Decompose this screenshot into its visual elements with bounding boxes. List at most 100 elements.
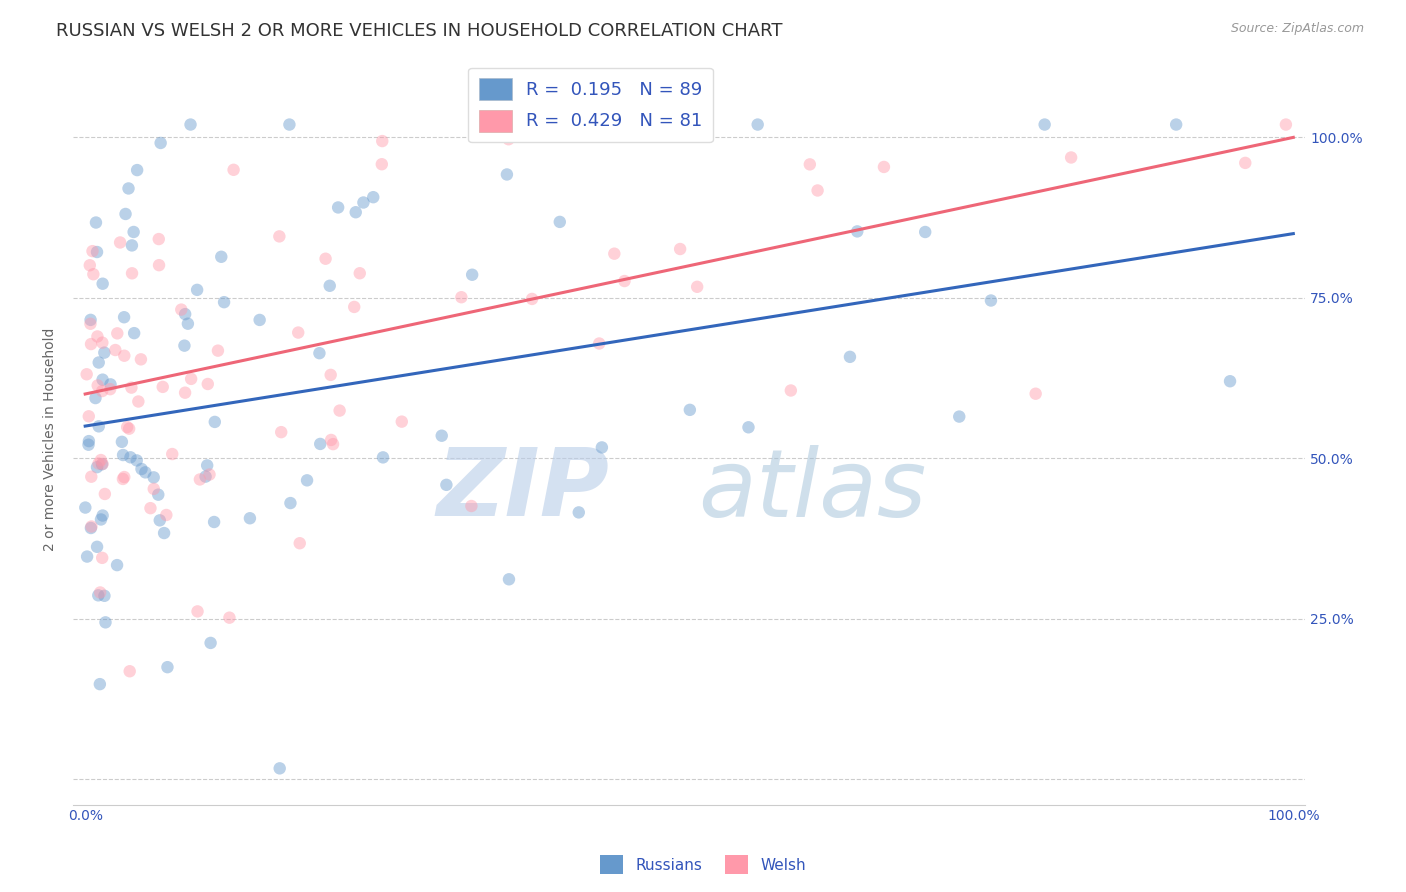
Point (588, 336, 610, 351)
Point (686, 280, 709, 294)
Point (568, 505, 591, 519)
Point (112, 448, 135, 462)
Point (104, 343, 127, 357)
Point (170, 302, 193, 317)
Text: Source: ZipAtlas.com: Source: ZipAtlas.com (1230, 22, 1364, 36)
Point (105, 326, 128, 341)
Point (1275, 118, 1298, 132)
Point (613, 274, 636, 288)
Point (87, 419, 110, 434)
Point (352, 195, 374, 210)
Point (111, 434, 134, 449)
Point (343, 300, 366, 314)
Point (153, 526, 176, 541)
Point (117, 181, 139, 195)
Point (174, 307, 197, 321)
Point (91, 384, 114, 398)
Point (200, 636, 222, 650)
Point (349, 266, 371, 280)
Point (174, 385, 197, 400)
Point (295, 473, 318, 487)
Point (269, 229, 291, 244)
Point (180, 372, 202, 386)
Point (80, 469, 103, 483)
Point (89, 677, 111, 691)
Point (799, 157, 821, 171)
Point (239, 511, 262, 525)
Point (91, 550, 114, 565)
Point (186, 283, 208, 297)
Point (129, 352, 152, 367)
Point (326, 201, 349, 215)
Point (329, 403, 352, 417)
Point (149, 136, 172, 150)
Point (344, 205, 367, 219)
Point (496, 168, 519, 182)
Point (288, 536, 311, 550)
Point (100, 377, 122, 392)
Point (142, 470, 165, 484)
Point (142, 482, 165, 496)
Point (108, 235, 131, 250)
Legend: Russians, Welsh: Russians, Welsh (595, 849, 811, 880)
Point (91, 277, 114, 291)
Point (195, 458, 218, 473)
Point (91, 508, 114, 523)
Point (118, 422, 141, 436)
Point (371, 450, 394, 465)
Point (87, 588, 110, 602)
Point (122, 225, 145, 239)
Point (84, 215, 107, 229)
Point (434, 478, 457, 492)
Point (548, 215, 571, 229)
Point (669, 242, 692, 256)
Point (779, 384, 801, 398)
Point (204, 415, 226, 429)
Point (80, 337, 103, 351)
Point (269, 761, 291, 775)
Point (75, 500, 97, 515)
Point (222, 162, 245, 177)
Point (1033, 118, 1056, 132)
Point (173, 338, 195, 352)
Point (315, 252, 337, 266)
Point (361, 190, 384, 204)
Point (79, 317, 101, 331)
Point (162, 447, 184, 461)
Point (186, 604, 208, 618)
Point (249, 313, 271, 327)
Point (121, 238, 143, 252)
Point (737, 420, 759, 434)
Point (280, 496, 302, 510)
Point (270, 425, 292, 439)
Point (873, 160, 896, 174)
Point (94, 615, 117, 630)
Point (846, 224, 869, 238)
Point (86, 329, 108, 343)
Point (319, 278, 342, 293)
Point (202, 515, 225, 529)
Point (287, 326, 309, 340)
Point (120, 450, 142, 465)
Point (127, 163, 149, 178)
Point (77, 409, 100, 424)
Point (82, 244, 104, 259)
Point (91, 457, 114, 471)
Text: atlas: atlas (699, 444, 927, 535)
Point (80, 521, 103, 535)
Legend: R =  0.195   N = 89, R =  0.429   N = 81: R = 0.195 N = 89, R = 0.429 N = 81 (468, 68, 713, 143)
Point (391, 415, 413, 429)
Point (212, 295, 235, 310)
Point (86, 540, 108, 554)
Point (105, 558, 128, 573)
Point (77, 434, 100, 449)
Point (319, 368, 342, 382)
Point (198, 467, 221, 482)
Point (1025, 386, 1047, 401)
Point (112, 349, 135, 363)
Point (118, 665, 141, 679)
Point (498, 572, 520, 586)
Point (149, 513, 172, 527)
Point (1166, 118, 1188, 132)
Point (148, 232, 170, 246)
